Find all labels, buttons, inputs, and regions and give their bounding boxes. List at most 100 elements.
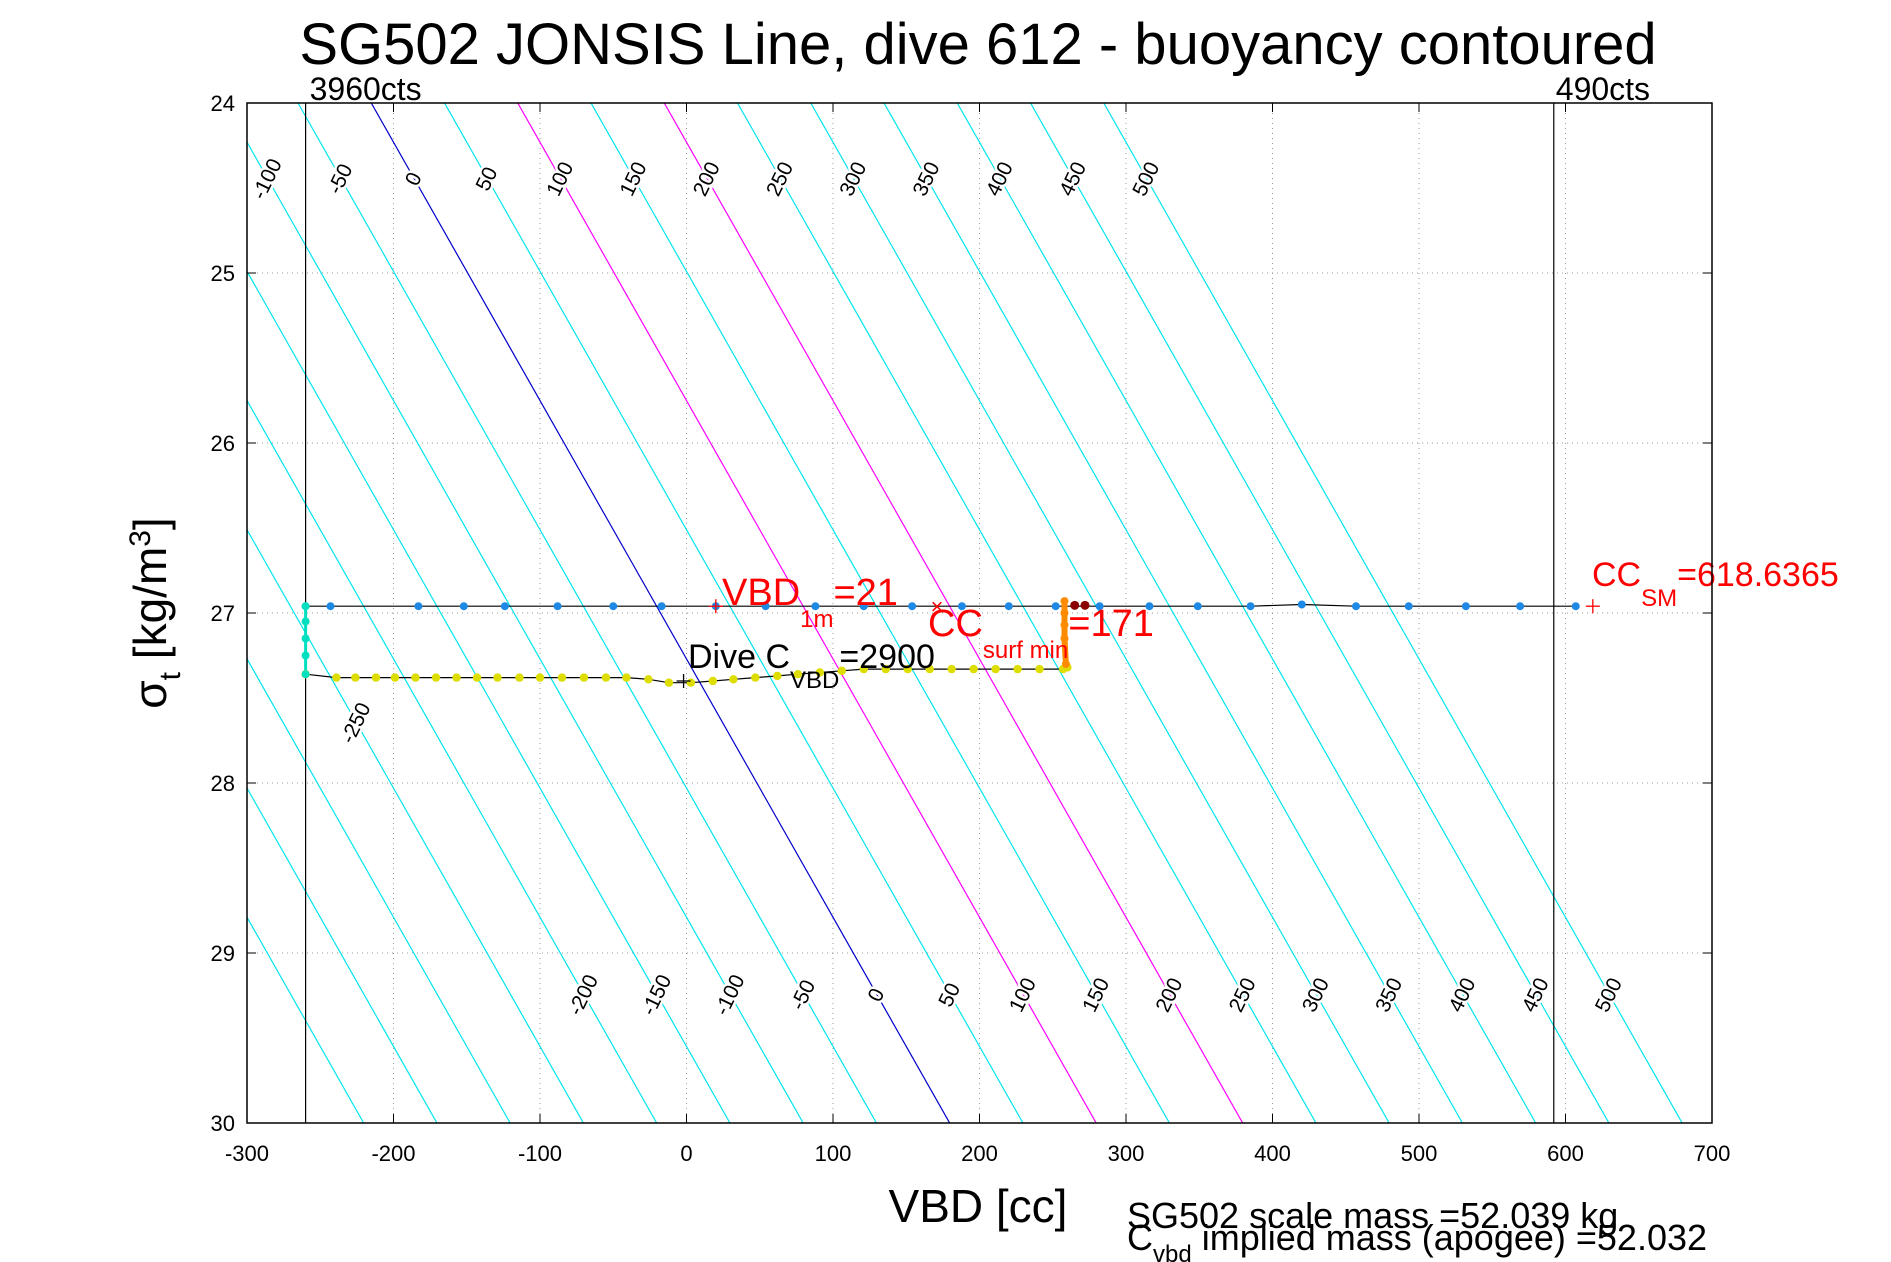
grid [247, 103, 1712, 1123]
contour-label: 100 [542, 158, 578, 200]
contour-line [883, 103, 1464, 1123]
contour-label: -150 [637, 971, 676, 1019]
data-point-dive [1461, 602, 1470, 611]
data-point-dive [414, 602, 423, 611]
y-axis-label-text: σt [kg/m3] [124, 517, 187, 708]
data-point-climb [664, 678, 674, 687]
contour-line [517, 103, 1097, 1123]
x-tick-label: 700 [1694, 1141, 1731, 1166]
y-tick-label: 28 [211, 771, 235, 796]
contour-line [956, 103, 1537, 1123]
contour-label: -250 [336, 699, 375, 747]
contour-label: -100 [710, 971, 749, 1019]
data-point-climb [773, 671, 782, 681]
contour-line [663, 103, 1244, 1123]
contour-line [247, 528, 585, 1123]
contour-label: 350 [1371, 974, 1407, 1016]
x-axis-label: VBD [cc] [889, 1180, 1068, 1232]
x-tick-label: 600 [1547, 1141, 1584, 1166]
series-line-dive [305, 603, 1576, 607]
data-point-climb [535, 673, 545, 682]
annotation-vbd_1m: VBD1m=21 [708, 572, 898, 633]
data-point-dive [459, 602, 468, 611]
annotation-sub: 1m [800, 606, 833, 633]
contour-line [247, 399, 658, 1123]
data-point-apogee-mark [1080, 600, 1090, 610]
contour-label: 200 [689, 158, 725, 200]
contour-label: -100 [248, 155, 287, 203]
data-point-dive [657, 602, 666, 611]
contour-label: 50 [934, 980, 965, 1011]
contour-label: 500 [1128, 158, 1164, 200]
annotation-main: CC [928, 603, 983, 645]
data-point-climb [969, 664, 978, 674]
data-point-climb [1013, 664, 1022, 674]
data-point-climb [579, 673, 589, 682]
data-point-climb [991, 664, 1000, 674]
data-point-dive [1516, 602, 1525, 611]
annotation-main: CC [1592, 556, 1641, 594]
data-point-climb [601, 673, 611, 682]
annotation-text: CCsurf min=171 [928, 603, 1154, 664]
data-point-climb [332, 673, 341, 682]
data-point-surface [1060, 609, 1069, 617]
x-tick-label: 0 [680, 1141, 692, 1166]
data-point-climb [686, 678, 696, 687]
data-point-climb [925, 664, 934, 674]
contour-label: 0 [864, 985, 890, 1006]
data-point-apogee [301, 651, 310, 660]
x-tick-label: 400 [1254, 1141, 1291, 1166]
contour-line [247, 916, 365, 1123]
contour-label: 250 [762, 158, 798, 200]
contour-line [736, 103, 1317, 1123]
data-point-surface [1060, 597, 1069, 606]
annotation-main: Dive C [688, 638, 790, 676]
vbd-limit-lines: 3960cts 490cts [305, 71, 1650, 1123]
contour-line [247, 270, 731, 1123]
contour-label: 450 [1518, 974, 1554, 1016]
contour-line [370, 103, 951, 1123]
data-point-climb [644, 675, 653, 684]
contour-line [247, 786, 438, 1123]
x-tick-label: 500 [1401, 1141, 1438, 1166]
data-point-climb [493, 673, 502, 682]
data-point-climb [881, 664, 890, 674]
data-point-dive [1246, 602, 1255, 611]
data-point-dive [1404, 602, 1413, 611]
data-point-surface [1060, 634, 1069, 643]
y-axis-label: σt [kg/m3] [124, 517, 187, 708]
data-point-dive [1051, 602, 1060, 611]
x-tick-label: 300 [1108, 1141, 1145, 1166]
annotation-sub: VBD [790, 667, 839, 694]
x-tick-label: -100 [518, 1141, 562, 1166]
contour-label: 200 [1151, 974, 1187, 1016]
contour-label: 150 [616, 158, 652, 200]
data-point-dive [957, 602, 966, 611]
data-point-climb [903, 664, 912, 674]
contour-label: 500 [1591, 974, 1627, 1016]
data-point-dive [859, 602, 868, 611]
data-point-dive [1571, 602, 1580, 611]
x-tick-label: 100 [815, 1141, 852, 1166]
data-point-climb [793, 670, 803, 679]
contour-label: 100 [1005, 974, 1041, 1016]
data-point-climb [729, 675, 738, 684]
contour-label: 400 [1444, 974, 1480, 1016]
footer-implied-mass: Cvbd implied mass (apogee) =52.032 [1127, 1217, 1707, 1262]
contour-line [590, 103, 1171, 1123]
annotation-text: Dive CVBD=2900 [688, 638, 935, 694]
contour-label: 150 [1078, 974, 1114, 1016]
data-point-apogee-mark [1070, 600, 1080, 610]
x-tick-label: -300 [225, 1141, 269, 1166]
annotations: VBD1m=21 ×CCsurf min=171CCSM=618.6365Dive… [676, 556, 1839, 694]
data-point-dive [908, 602, 917, 611]
contour-line [247, 140, 804, 1123]
contour-line [297, 103, 878, 1123]
data-point-dive [1145, 602, 1154, 611]
footer-scale-mass: SG502 scale mass =52.039 kg [1127, 1195, 1618, 1236]
data-point-dive [500, 602, 509, 611]
data-point-apogee [301, 670, 310, 679]
data-point-dive [1004, 602, 1013, 611]
